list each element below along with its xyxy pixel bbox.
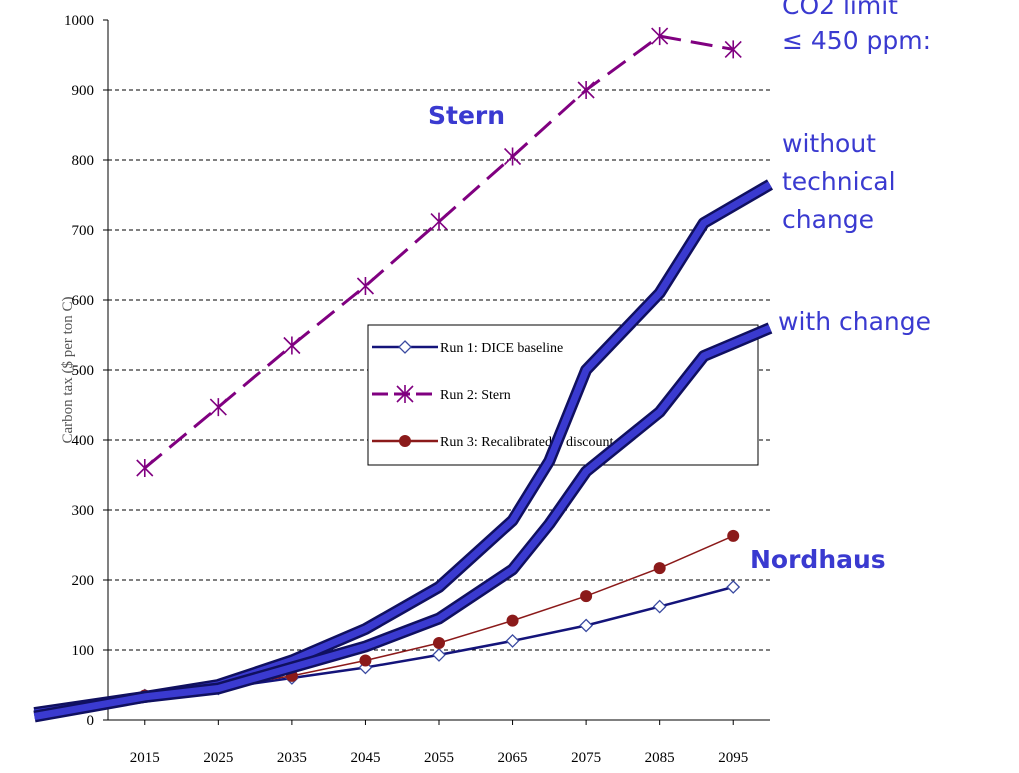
y-tick-label: 400 [72,433,95,449]
marker [430,212,448,231]
x-tick-label: 2085 [645,750,675,766]
marker [726,580,741,594]
y-tick-label: 200 [72,573,95,589]
y-tick-label: 500 [72,363,95,379]
annotation: without [782,129,876,158]
annotation: ≤ 450 ppm: [782,26,931,55]
marker [580,590,593,603]
marker [209,398,227,417]
annotation: technical [782,167,896,196]
marker [432,647,446,662]
marker [433,637,445,649]
marker [136,459,154,477]
x-tick-label: 2055 [424,750,454,766]
marker [398,340,412,354]
marker [399,435,411,447]
marker [359,654,372,667]
marker [577,81,595,99]
annotation: change [782,205,874,234]
overlay-line [33,324,772,720]
marker [579,618,594,633]
annotation: Nordhaus [750,545,886,574]
y-tick-label: 900 [72,83,95,99]
x-tick-label: 2035 [277,750,307,766]
x-tick-label: 2065 [498,750,528,766]
marker [651,27,669,46]
annotation: CO2 limit [782,0,898,20]
marker [283,336,301,355]
marker [356,277,375,295]
annotation: Stern [428,101,505,130]
y-tick-label: 100 [72,643,95,659]
x-tick-label: 2015 [130,750,160,766]
y-tick-label: 300 [72,503,95,519]
marker [727,529,740,542]
x-tick-label: 2075 [571,750,601,766]
legend-label: Run 1: DICE baseline [440,341,563,356]
x-tick-label: 2025 [203,750,233,766]
y-tick-label: 1000 [64,13,94,29]
y-tick-label: 800 [72,153,95,169]
marker [505,633,520,648]
marker [506,614,519,627]
series-line [143,34,734,470]
y-axis-label: Carbon tax ($ per ton C) [60,296,76,443]
x-tick-label: 2045 [350,750,380,766]
marker [396,385,414,403]
marker [724,40,742,59]
annotation: with change [778,307,931,336]
marker [503,147,522,166]
legend-label: Run 3: Recalibrated 0 discount [440,435,614,450]
legend-label: Run 2: Stern [440,388,511,403]
y-tick-label: 700 [72,223,95,239]
x-tick-label: 2095 [718,750,748,766]
marker [653,562,666,575]
y-tick-label: 0 [87,713,95,729]
y-tick-label: 600 [72,293,95,309]
marker [652,599,667,614]
